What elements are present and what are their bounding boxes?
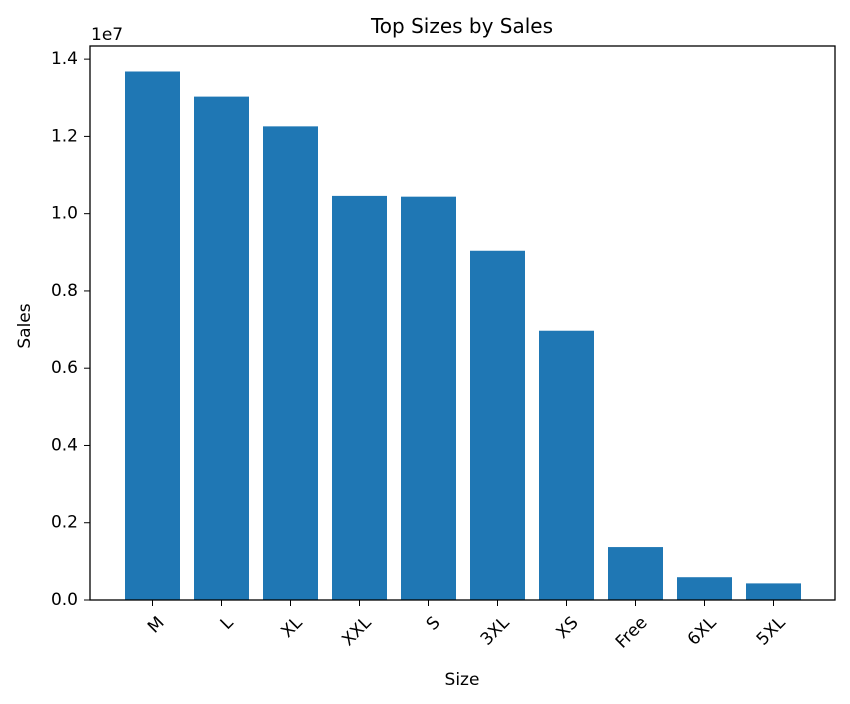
y-tick-label: 1.4 [51,49,78,69]
bar-xl [263,126,318,600]
bar-xxl [332,195,387,600]
x-axis-label: Size [445,670,480,690]
bar-s [401,196,456,601]
y-tick-label: 1.2 [51,126,78,146]
y-tick-label: 0.6 [51,358,78,378]
x-tick-label: L [217,613,238,634]
x-tick-label: XS [553,613,583,643]
bar-6xl [677,577,732,600]
bar-m [125,71,180,600]
y-axis-label: Sales [15,303,35,348]
y-tick-label: 1.0 [51,204,78,224]
bar-l [194,96,249,600]
bar-3xl [470,250,525,600]
x-tick-label: XL [277,613,306,642]
x-tick-label: XXL [338,613,376,651]
y-tick-label: 0.8 [51,281,78,301]
y-tick-label: 0.4 [51,435,78,455]
x-tick-label: 3XL [477,613,514,650]
x-tick-label: 6XL [684,613,721,650]
y-tick-label: 0.0 [51,590,78,610]
chart-title: Top Sizes by Sales [370,14,553,38]
x-tick-label: M [144,613,169,638]
x-tick-label: 5XL [753,613,790,650]
y-tick-label: 0.2 [51,513,78,533]
x-tick-label: S [423,613,445,635]
bar-free [608,547,663,600]
plot-frame [89,45,836,601]
x-tick-label: Free [612,613,652,653]
y-scale-label: 1e7 [91,25,123,45]
bar-5xl [746,583,801,600]
bar-xs [539,330,594,600]
